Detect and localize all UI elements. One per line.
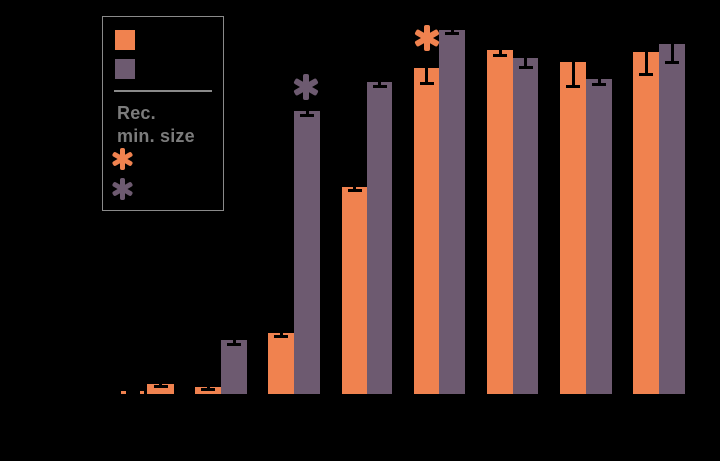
bar-group6-a: [487, 50, 513, 394]
bar-group8-b: [659, 44, 685, 394]
legend-swatch-purple: [115, 59, 135, 79]
bar-group2-a: [195, 387, 221, 394]
error-bar-cap: [227, 343, 241, 346]
bar-group5-b: [439, 30, 465, 394]
error-bar-cap: [300, 114, 314, 117]
error-bar-cap: [566, 85, 580, 88]
bar-group1-b: [147, 384, 174, 394]
error-bar-stem: [597, 79, 601, 85]
bar-group8-a: [633, 52, 659, 394]
error-bar-stem: [305, 111, 309, 116]
legend-label-line-1: Rec.: [117, 103, 156, 123]
legend-swatch-orange: [115, 30, 135, 50]
bar-group3-b: [294, 111, 320, 394]
plot-asterisk-orange-icon: [414, 25, 440, 51]
error-bar-cap: [153, 385, 168, 388]
bar-group6-b: [513, 58, 538, 394]
bar-group1-a: [121, 391, 144, 394]
error-bar-cap: [419, 82, 434, 85]
error-bar-stem: [571, 62, 575, 87]
error-bar-cap: [592, 83, 606, 86]
error-bar-stem: [232, 340, 236, 345]
error-bar-cap: [518, 66, 533, 69]
bar-group4-b: [367, 82, 392, 394]
error-bar-cap: [125, 391, 140, 394]
error-bar-stem: [670, 44, 674, 63]
legend-label-line-2: min. size: [117, 126, 195, 146]
legend-label-rec-min-size: Rec. min. size: [117, 102, 195, 148]
error-bar-stem: [524, 58, 527, 68]
error-bar-cap: [347, 189, 362, 192]
error-bar-cap: [493, 54, 507, 57]
error-bar-cap: [372, 85, 387, 88]
legend-divider-line: [114, 90, 212, 92]
error-bar-cap: [445, 32, 459, 35]
legend-asterisk-orange-icon: [111, 148, 133, 170]
bar-group5-a: [414, 68, 439, 394]
error-bar-stem: [644, 52, 648, 75]
legend-asterisk-purple-icon: [111, 178, 133, 200]
bar-group4-a: [342, 187, 367, 394]
error-bar-stem: [425, 68, 428, 84]
bar-group7-b: [586, 79, 612, 394]
error-bar-cap: [274, 335, 288, 338]
plot-asterisk-purple-icon: [293, 74, 319, 100]
legend-box: Rec. min. size: [102, 16, 224, 211]
error-bar-cap: [639, 73, 653, 76]
bar-group3-a: [268, 333, 294, 394]
bar-group7-a: [560, 62, 586, 394]
error-bar-stem: [378, 82, 381, 87]
error-bar-stem: [498, 50, 502, 56]
error-bar-cap: [665, 61, 679, 64]
error-bar-cap: [201, 388, 215, 391]
bar-group2-b: [221, 340, 247, 394]
